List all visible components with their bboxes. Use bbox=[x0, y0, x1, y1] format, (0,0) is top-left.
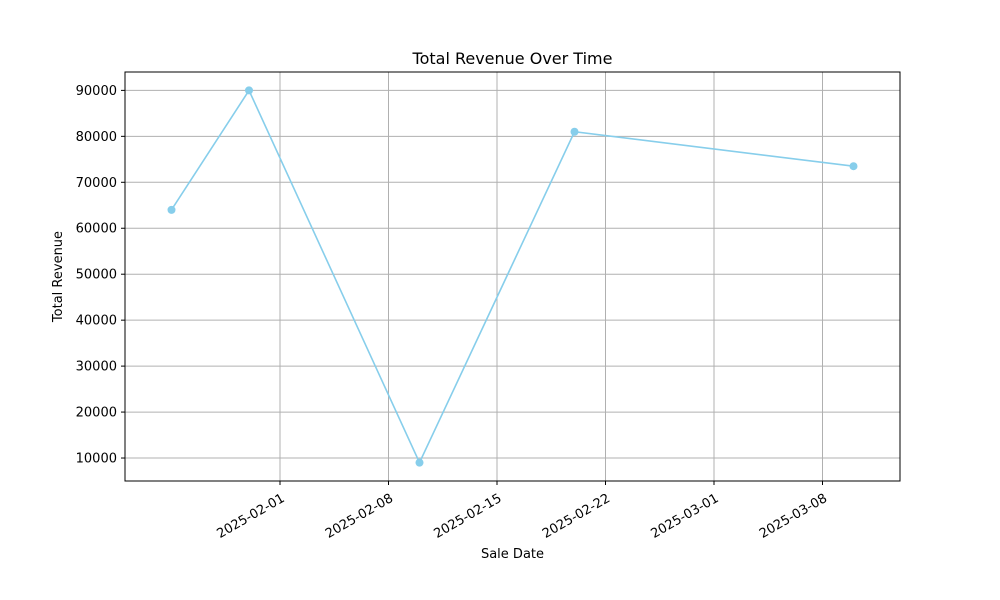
y-tick-label: 80000 bbox=[76, 130, 117, 145]
x-axis-label: Sale Date bbox=[481, 547, 544, 562]
data-point bbox=[849, 162, 858, 171]
y-tick-label: 40000 bbox=[76, 314, 117, 329]
data-series bbox=[167, 86, 858, 467]
y-axis-label: Total Revenue bbox=[51, 231, 66, 323]
y-tick-label: 10000 bbox=[76, 452, 117, 467]
y-tick-label: 50000 bbox=[76, 268, 117, 283]
y-tick-label: 60000 bbox=[76, 222, 117, 237]
y-tick-label: 70000 bbox=[76, 176, 117, 191]
y-tick-label: 20000 bbox=[76, 406, 117, 421]
data-point bbox=[415, 458, 424, 467]
y-tick-label: 90000 bbox=[76, 84, 117, 99]
data-point bbox=[167, 205, 176, 214]
y-tick-label: 30000 bbox=[76, 360, 117, 375]
plot-area-frame bbox=[124, 71, 901, 482]
data-point bbox=[245, 86, 253, 95]
chart-title: Total Revenue Over Time bbox=[412, 49, 613, 68]
data-point bbox=[570, 127, 579, 136]
grid-lines bbox=[125, 72, 900, 481]
y-axis-ticks: 10000 20000 30000 40000 50000 60000 70000 80000… bbox=[76, 84, 125, 467]
